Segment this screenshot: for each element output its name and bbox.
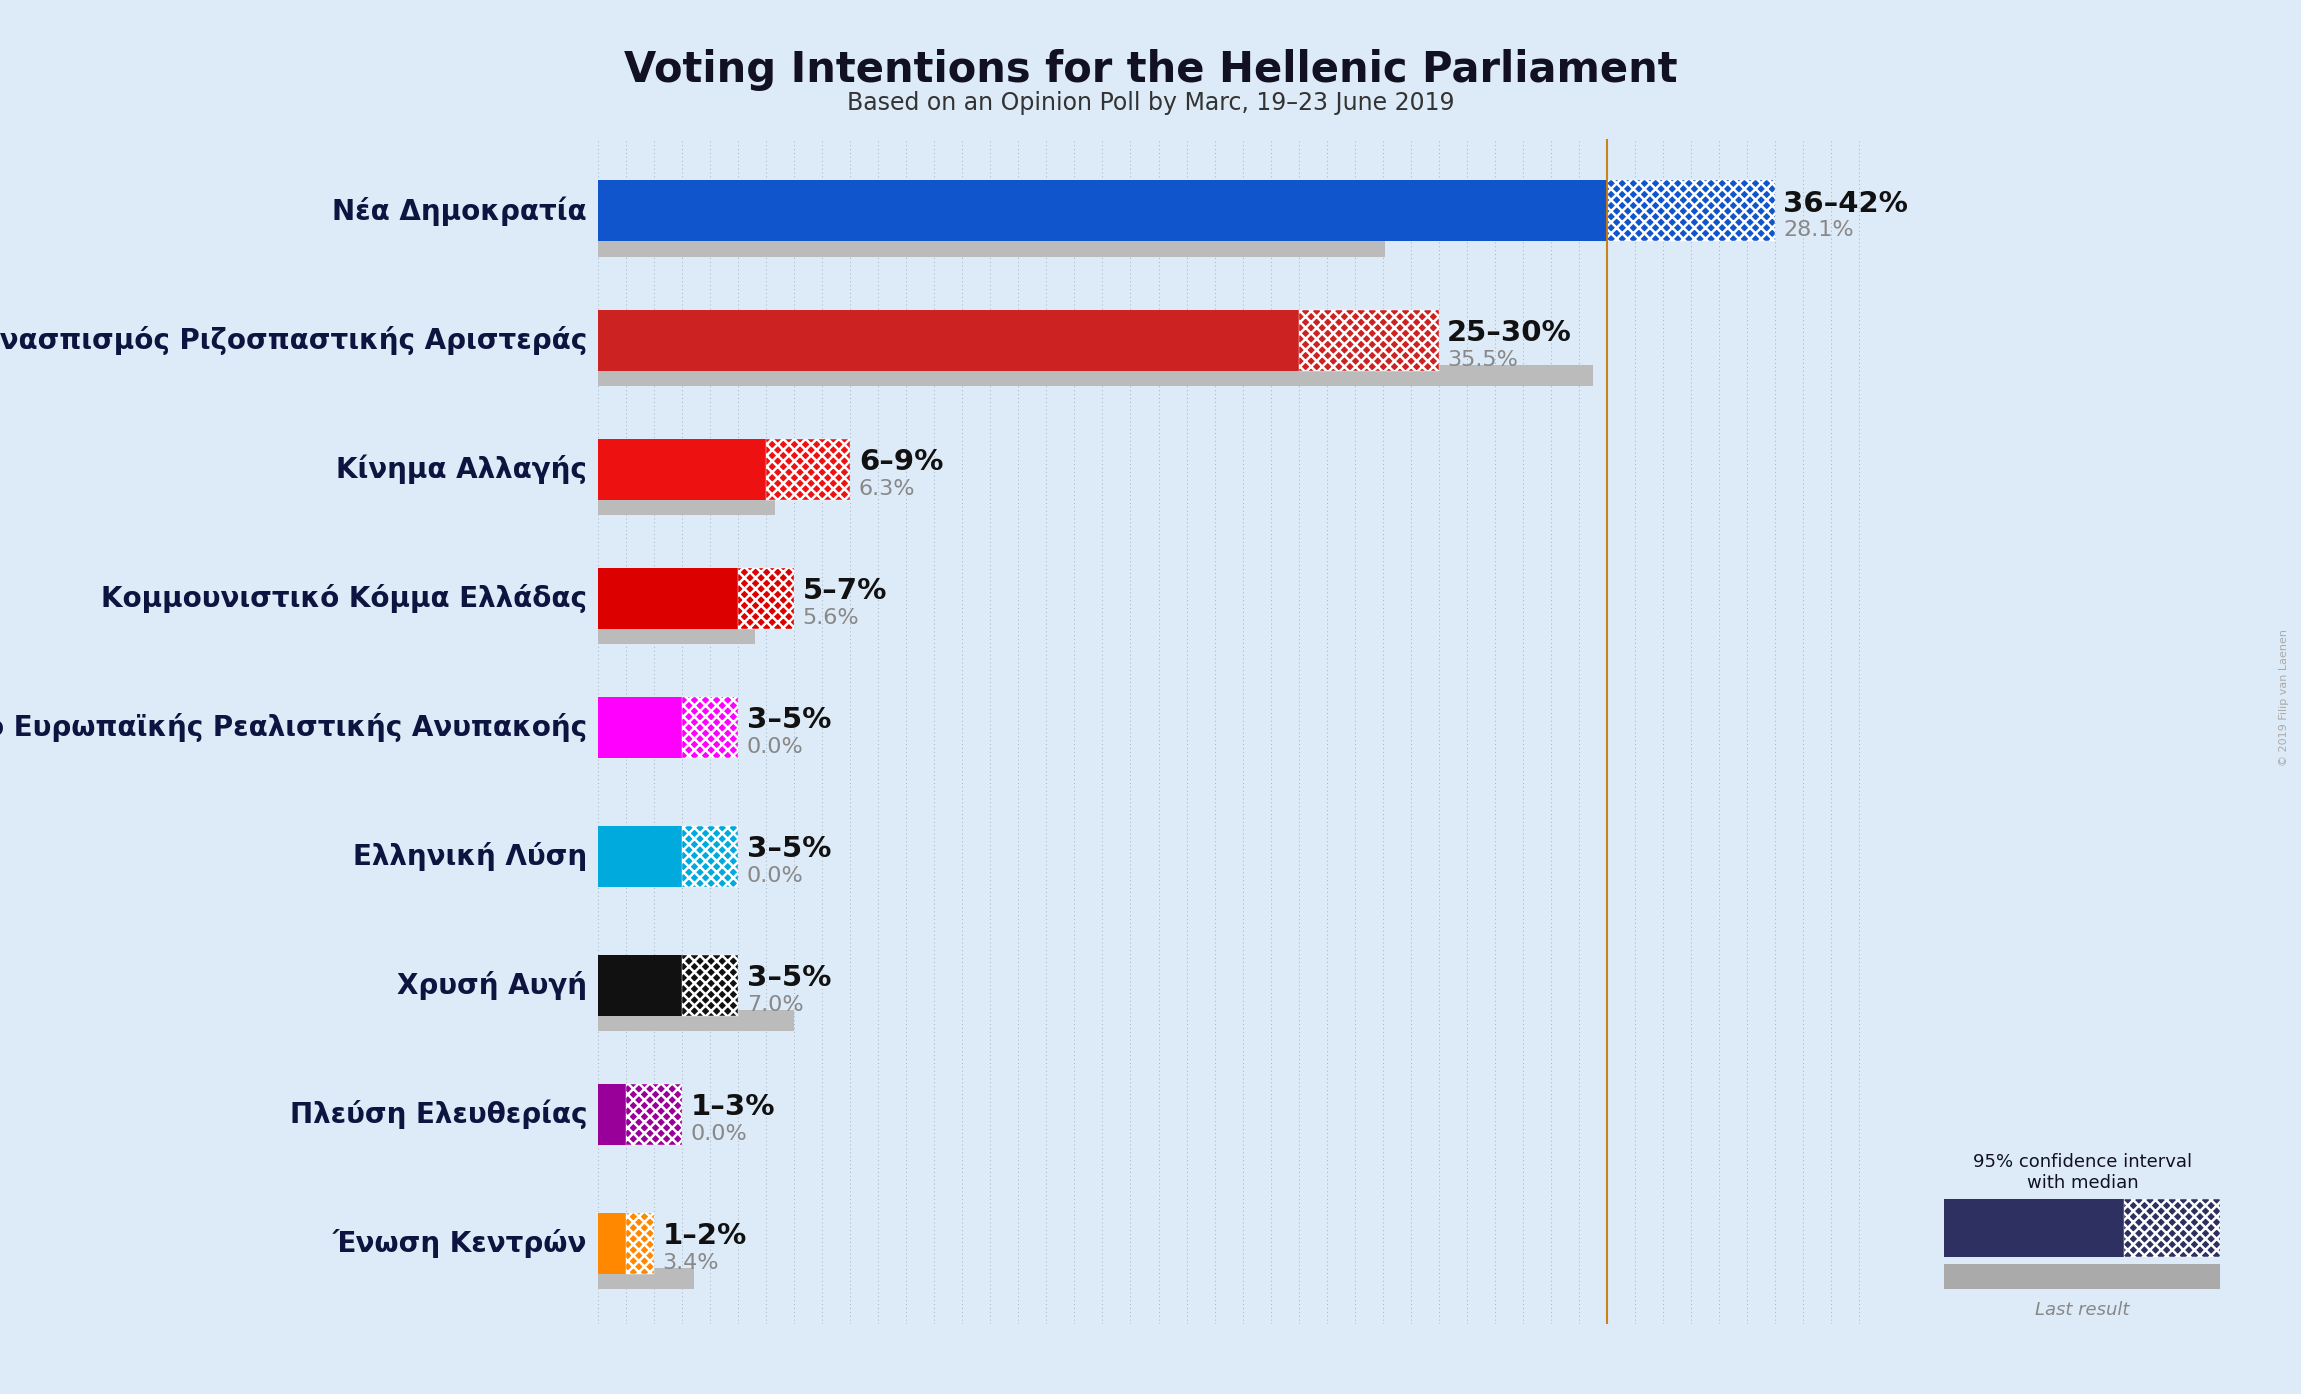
Bar (598, 493, 775, 514)
Bar (626, 1213, 653, 1274)
Bar (626, 1083, 683, 1144)
Bar (598, 180, 1606, 241)
Text: 36–42%: 36–42% (1783, 190, 1908, 217)
Bar (598, 567, 739, 629)
Text: Ελληνική Λύση: Ελληνική Λύση (352, 842, 587, 871)
Text: Last result: Last result (2034, 1301, 2131, 1319)
Bar (1944, 1199, 2124, 1257)
Bar (598, 309, 1298, 371)
Bar (598, 1269, 693, 1289)
Text: 3–5%: 3–5% (748, 705, 831, 733)
Text: 3–5%: 3–5% (748, 835, 831, 863)
Text: Voting Intentions for the Hellenic Parliament: Voting Intentions for the Hellenic Parli… (624, 49, 1677, 91)
Text: Κομμουνιστικό Κόμμα Ελλάδας: Κομμουνιστικό Κόμμα Ελλάδας (101, 584, 587, 612)
Bar (598, 955, 683, 1016)
Text: 3.4%: 3.4% (663, 1253, 720, 1273)
Bar (2124, 1199, 2220, 1257)
Bar (683, 955, 739, 1016)
Text: Συνασπισμός Ριζοσπαστικής Αριστεράς: Συνασπισμός Ριζοσπαστικής Αριστεράς (0, 326, 587, 354)
Text: 1–2%: 1–2% (663, 1223, 748, 1250)
Bar (1606, 180, 1774, 241)
Text: Ένωση Κεντρών: Ένωση Κεντρών (334, 1230, 587, 1257)
Bar (683, 697, 739, 758)
Text: 5–7%: 5–7% (803, 577, 888, 605)
Bar (683, 825, 739, 887)
Text: 0.0%: 0.0% (690, 1124, 748, 1144)
Text: Χρυσή Αυγή: Χρυσή Αυγή (398, 970, 587, 999)
Bar (598, 439, 766, 499)
Bar (739, 567, 794, 629)
Text: 3–5%: 3–5% (748, 963, 831, 993)
Text: 0.0%: 0.0% (748, 736, 803, 757)
Bar (766, 439, 851, 499)
Bar (598, 1009, 794, 1032)
Bar (598, 825, 683, 887)
Bar (598, 697, 683, 758)
Bar (598, 1083, 626, 1144)
Text: Πλεύση Ελευθερίας: Πλεύση Ελευθερίας (290, 1100, 587, 1129)
Text: 0.0%: 0.0% (748, 866, 803, 885)
Text: 28.1%: 28.1% (1783, 220, 1855, 241)
Text: 6–9%: 6–9% (858, 447, 943, 475)
Text: 1–3%: 1–3% (690, 1093, 775, 1121)
Text: 25–30%: 25–30% (1447, 319, 1572, 347)
Text: Μέτωπο Ευρωπαϊκής Ρεαλιστικής Ανυπακοής: Μέτωπο Ευρωπαϊκής Ρεαλιστικής Ανυπακοής (0, 712, 587, 742)
Text: 5.6%: 5.6% (803, 608, 858, 627)
Text: 6.3%: 6.3% (858, 478, 916, 499)
Text: Nέα Δημοκρατία: Nέα Δημοκρατία (331, 197, 587, 226)
Bar (1298, 309, 1438, 371)
Text: 7.0%: 7.0% (748, 995, 803, 1015)
Text: Based on an Opinion Poll by Marc, 19–23 June 2019: Based on an Opinion Poll by Marc, 19–23 … (847, 91, 1454, 114)
Text: 95% confidence interval
with median: 95% confidence interval with median (1972, 1153, 2193, 1192)
Text: © 2019 Filip van Laenen: © 2019 Filip van Laenen (2280, 629, 2289, 765)
Bar (598, 236, 1385, 256)
Bar (598, 1213, 626, 1274)
Bar (598, 365, 1592, 386)
Bar (598, 623, 755, 644)
Text: Κίνημα Αλλαγής: Κίνημα Αλλαγής (336, 454, 587, 484)
Text: 35.5%: 35.5% (1447, 350, 1519, 369)
